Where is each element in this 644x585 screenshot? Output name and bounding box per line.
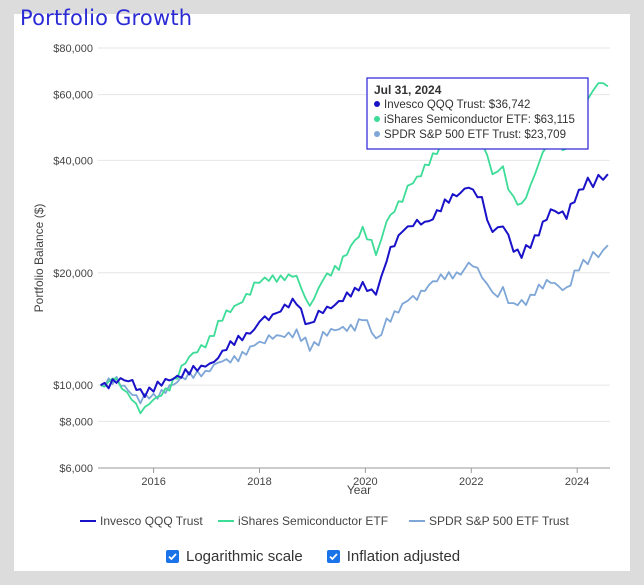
series-lines <box>100 82 609 415</box>
legend-label-spy[interactable]: SPDR S&P 500 ETF Trust <box>429 514 569 528</box>
y-tick-label: $6,000 <box>59 463 93 475</box>
series-line-spy[interactable] <box>100 244 609 405</box>
x-tick-label: 2024 <box>565 476 589 488</box>
y-tick-label: $40,000 <box>53 155 93 167</box>
page-title: Portfolio Growth <box>20 6 193 30</box>
y-tick-label: $10,000 <box>53 380 93 392</box>
log-scale-toggle[interactable]: Logarithmic scale <box>166 548 303 565</box>
tooltip-row-spy: SPDR S&P 500 ETF Trust: $23,709 <box>384 129 566 141</box>
series-line-soxx[interactable] <box>100 82 609 415</box>
y-tick-label: $20,000 <box>53 268 93 280</box>
checkmark-icon <box>168 553 177 561</box>
checkmark-icon <box>329 553 338 561</box>
x-axis: 2016 2018 2020 2022 2024 <box>98 467 610 488</box>
hover-tooltip: Jul 31, 2024 Invesco QQQ Trust: $36,742 … <box>366 77 589 150</box>
inflation-label: Inflation adjusted <box>346 548 461 565</box>
y-axis-label: Portfolio Balance ($) <box>32 204 46 313</box>
x-tick-label: 2016 <box>141 476 165 488</box>
y-tick-label: $8,000 <box>59 416 93 428</box>
tooltip-row-soxx: iShares Semiconductor ETF: $63,115 <box>384 114 575 126</box>
x-axis-label: Year <box>347 483 371 497</box>
tooltip-marker-qqq <box>374 101 380 107</box>
tooltip-marker-soxx <box>374 116 380 122</box>
tooltip-date: Jul 31, 2024 <box>374 83 442 97</box>
series-line-qqq[interactable] <box>100 173 609 398</box>
x-tick-label: 2020 <box>353 476 377 488</box>
inflation-checkbox[interactable] <box>326 550 340 563</box>
x-tick-label: 2022 <box>459 476 483 488</box>
x-tick-label: 2018 <box>247 476 271 488</box>
inflation-toggle[interactable]: Inflation adjusted <box>326 548 461 565</box>
tooltip-row-qqq: Invesco QQQ Trust: $36,742 <box>384 99 530 111</box>
chart-options: Logarithmic scale Inflation adjusted <box>166 548 460 565</box>
y-tick-label: $80,000 <box>53 43 93 55</box>
legend-label-soxx[interactable]: iShares Semiconductor ETF <box>238 514 388 528</box>
tooltip-marker-spy <box>374 131 380 137</box>
log-scale-label: Logarithmic scale <box>186 548 303 565</box>
log-scale-checkbox[interactable] <box>166 550 179 563</box>
y-axis: $6,000 $8,000 $10,000 $20,000 $40,000 $60,000… <box>53 43 93 475</box>
legend-label-qqq[interactable]: Invesco QQQ Trust <box>100 514 203 528</box>
chart-legend: Invesco QQQ Trust iShares Semiconductor … <box>80 514 569 528</box>
y-tick-label: $60,000 <box>53 90 93 102</box>
